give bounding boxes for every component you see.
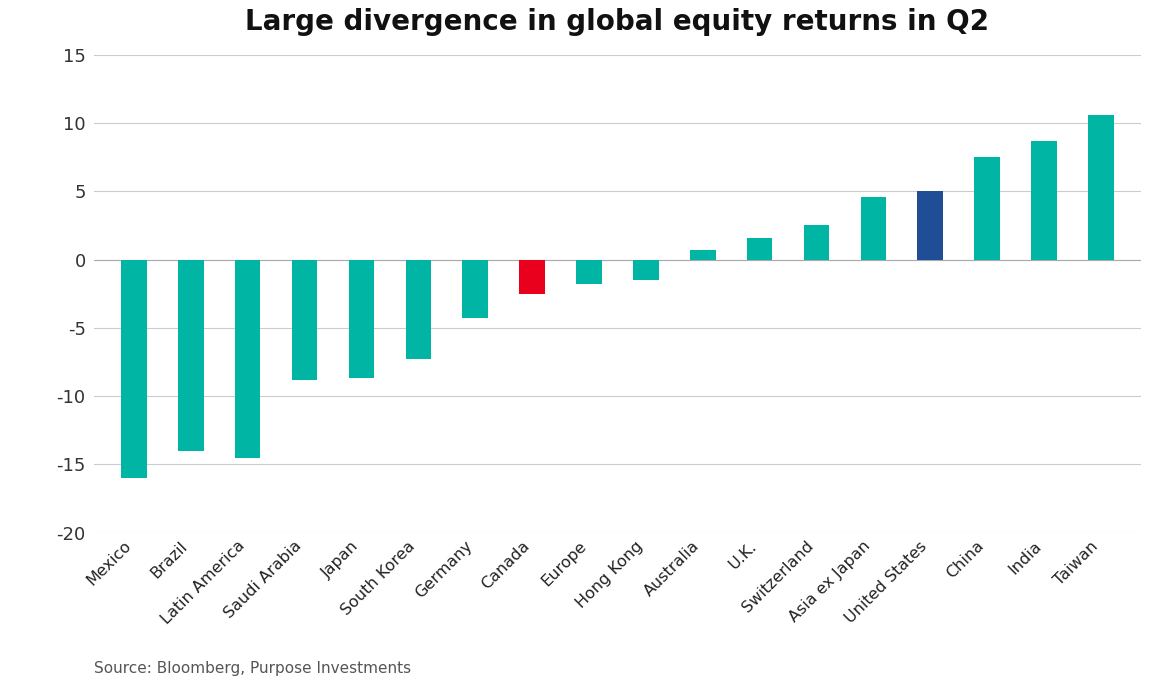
- Bar: [292, 260, 318, 380]
- Bar: [520, 260, 544, 294]
- Bar: [121, 260, 147, 478]
- Bar: [917, 191, 943, 260]
- Bar: [235, 260, 260, 458]
- Bar: [975, 157, 1000, 260]
- Bar: [690, 250, 715, 260]
- Bar: [348, 260, 374, 378]
- Bar: [1088, 115, 1114, 260]
- Bar: [462, 260, 488, 318]
- Bar: [633, 260, 659, 280]
- Bar: [747, 238, 773, 260]
- Text: Source: Bloomberg, Purpose Investments: Source: Bloomberg, Purpose Investments: [94, 661, 412, 676]
- Bar: [1031, 141, 1057, 260]
- Title: Large divergence in global equity returns in Q2: Large divergence in global equity return…: [246, 8, 989, 36]
- Bar: [406, 260, 432, 359]
- Bar: [178, 260, 203, 451]
- Bar: [576, 260, 602, 284]
- Bar: [803, 225, 829, 260]
- Bar: [861, 197, 887, 260]
